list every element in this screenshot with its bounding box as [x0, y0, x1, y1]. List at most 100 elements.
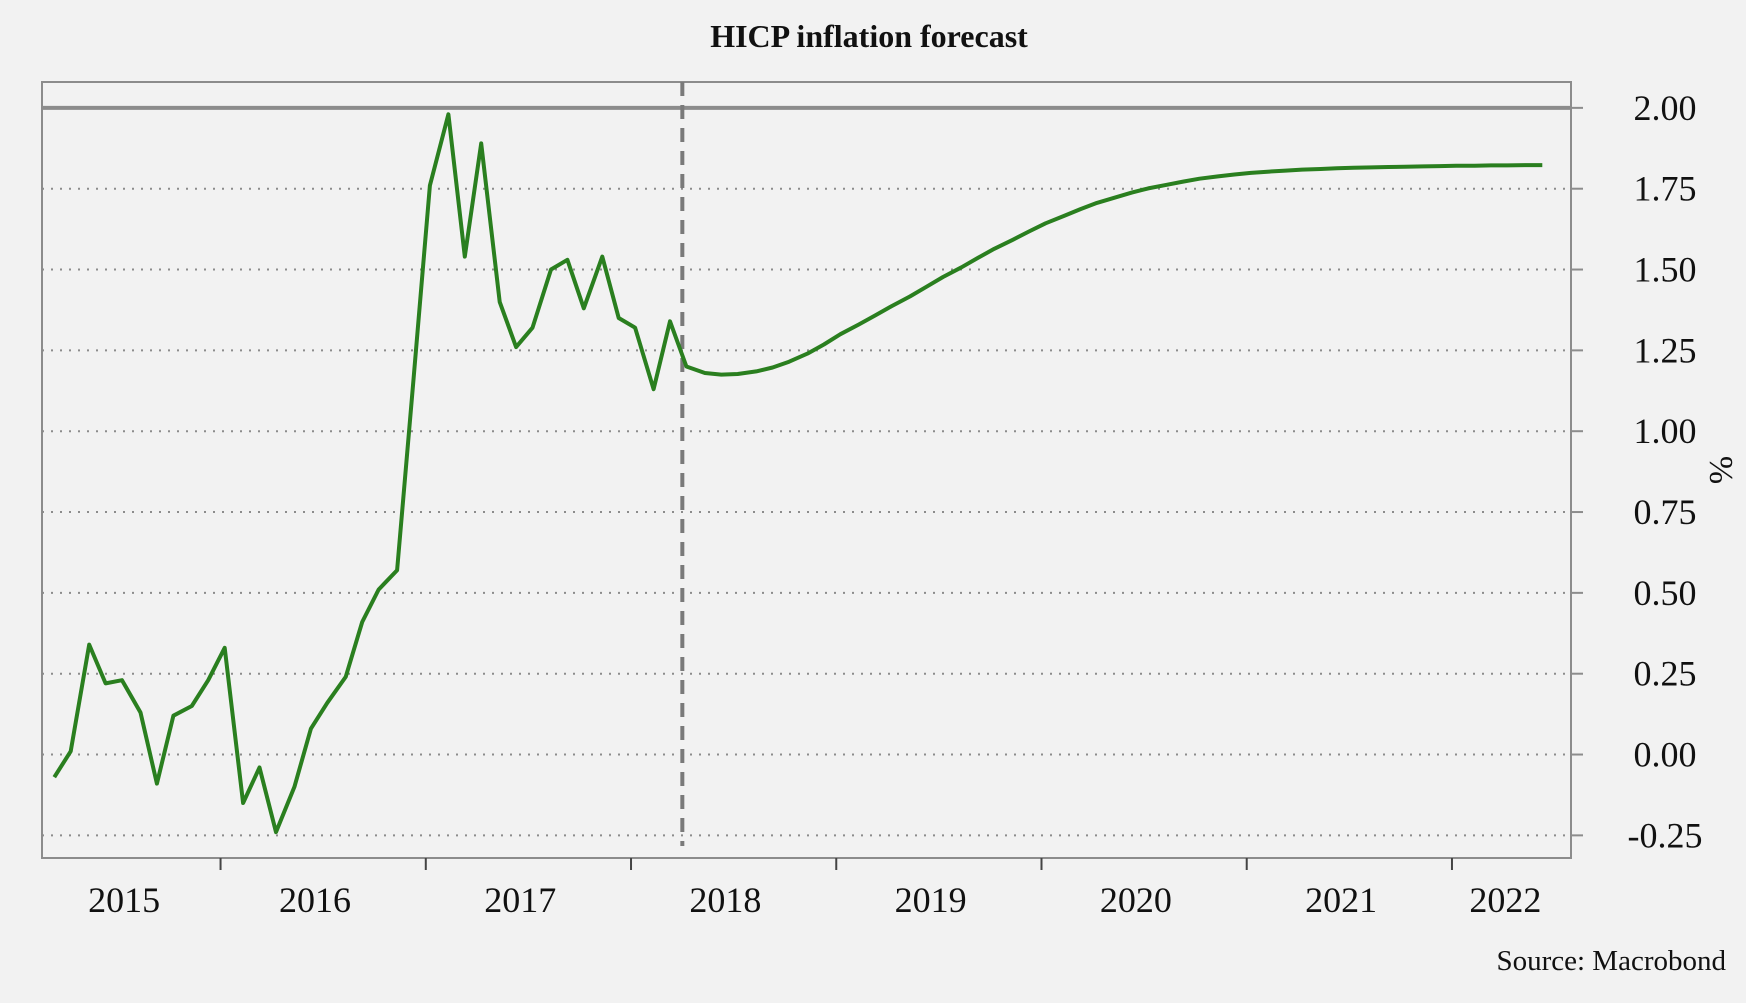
data-point	[1146, 186, 1150, 190]
data-point	[1386, 165, 1390, 169]
data-point	[412, 378, 416, 382]
data-point	[633, 326, 637, 330]
data-point	[1505, 163, 1509, 167]
data-point	[1079, 207, 1083, 211]
data-point	[736, 372, 740, 376]
y-tick-label: 0.25	[1634, 654, 1697, 694]
data-point	[344, 675, 348, 679]
data-points	[52, 112, 1544, 834]
data-point	[908, 294, 912, 298]
data-point	[582, 306, 586, 310]
data-point	[1370, 165, 1374, 169]
data-point	[960, 265, 964, 269]
x-axis-ticks: 2015 2016 2017 2018 2019 2020 2021 2022	[88, 858, 1541, 920]
data-point	[531, 326, 535, 330]
data-point	[52, 775, 56, 779]
data-point	[1540, 163, 1544, 167]
data-point	[1027, 229, 1031, 233]
data-point	[703, 371, 707, 375]
data-point	[617, 316, 621, 320]
data-point	[925, 285, 929, 289]
y-tick-label: 1.50	[1634, 250, 1697, 290]
data-point	[1165, 183, 1169, 187]
data-point	[1438, 164, 1442, 168]
data-point	[377, 588, 381, 592]
data-point	[1335, 166, 1339, 170]
data-point	[446, 112, 450, 116]
data-point	[890, 304, 894, 308]
data-point	[258, 766, 262, 770]
data-point	[873, 313, 877, 317]
data-point	[1198, 177, 1202, 181]
data-point	[1011, 238, 1015, 242]
data-point	[139, 711, 143, 715]
x-tick-label: 2020	[1100, 880, 1172, 920]
plot-frame	[41, 81, 1572, 859]
data-point	[69, 749, 73, 753]
data-point	[309, 727, 313, 731]
data-point	[549, 268, 553, 272]
data-point	[600, 255, 604, 259]
data-point	[498, 300, 502, 304]
data-point	[241, 801, 245, 805]
gridlines	[42, 187, 1571, 837]
data-point	[1319, 167, 1323, 171]
source-note: Source: Macrobond	[1496, 945, 1726, 977]
data-point	[120, 678, 124, 682]
data-point	[1095, 201, 1099, 205]
data-point	[1216, 174, 1220, 178]
data-point	[171, 714, 175, 718]
data-point	[771, 366, 775, 370]
data-point	[822, 343, 826, 347]
data-point	[1113, 195, 1117, 199]
data-point	[719, 373, 723, 377]
hicp-series-line	[52, 112, 1543, 835]
data-point	[1473, 164, 1477, 168]
y-axis-ticks: -0.25 0.00 0.25 0.50 0.75 1.00 1.25 1.50 1.75 2.0…	[1571, 88, 1703, 855]
data-point	[206, 678, 210, 682]
data-point	[325, 701, 329, 705]
data-point	[1181, 180, 1185, 184]
data-point	[428, 184, 432, 188]
data-point	[857, 323, 861, 327]
data-point	[652, 387, 656, 391]
data-point	[684, 365, 688, 369]
data-point	[976, 256, 980, 260]
data-point	[1130, 191, 1134, 195]
data-point	[941, 275, 945, 279]
chart-title: HICP inflation forecast	[710, 18, 1028, 54]
data-point	[806, 352, 810, 356]
y-tick-label: 0.75	[1634, 492, 1697, 532]
data-point	[104, 681, 108, 685]
data-point	[479, 141, 483, 145]
data-point	[668, 319, 672, 323]
data-point	[514, 345, 518, 349]
x-tick-label: 2016	[279, 880, 351, 920]
data-point	[360, 620, 364, 624]
y-tick-label: 0.00	[1634, 735, 1697, 775]
data-point	[992, 247, 996, 251]
data-point	[1044, 221, 1048, 225]
data-point	[1352, 166, 1356, 170]
data-point	[87, 643, 91, 647]
data-point	[463, 255, 467, 259]
data-point	[155, 782, 159, 786]
x-tick-label: 2015	[88, 880, 160, 920]
y-tick-label: -0.25	[1628, 815, 1703, 855]
data-point	[1403, 165, 1407, 169]
x-tick-label: 2017	[484, 880, 556, 920]
y-tick-label: 1.75	[1634, 169, 1697, 209]
data-point	[223, 646, 227, 650]
data-point	[1421, 164, 1425, 168]
data-point	[1524, 163, 1528, 167]
data-point	[190, 704, 194, 708]
x-tick-label: 2018	[689, 880, 761, 920]
y-tick-label: 0.50	[1634, 573, 1697, 613]
data-point	[1232, 173, 1236, 177]
data-point	[1454, 164, 1458, 168]
data-point	[1062, 214, 1066, 218]
y-axis-label: %	[1702, 456, 1739, 484]
data-point	[565, 258, 569, 262]
x-tick-label: 2022	[1469, 880, 1541, 920]
